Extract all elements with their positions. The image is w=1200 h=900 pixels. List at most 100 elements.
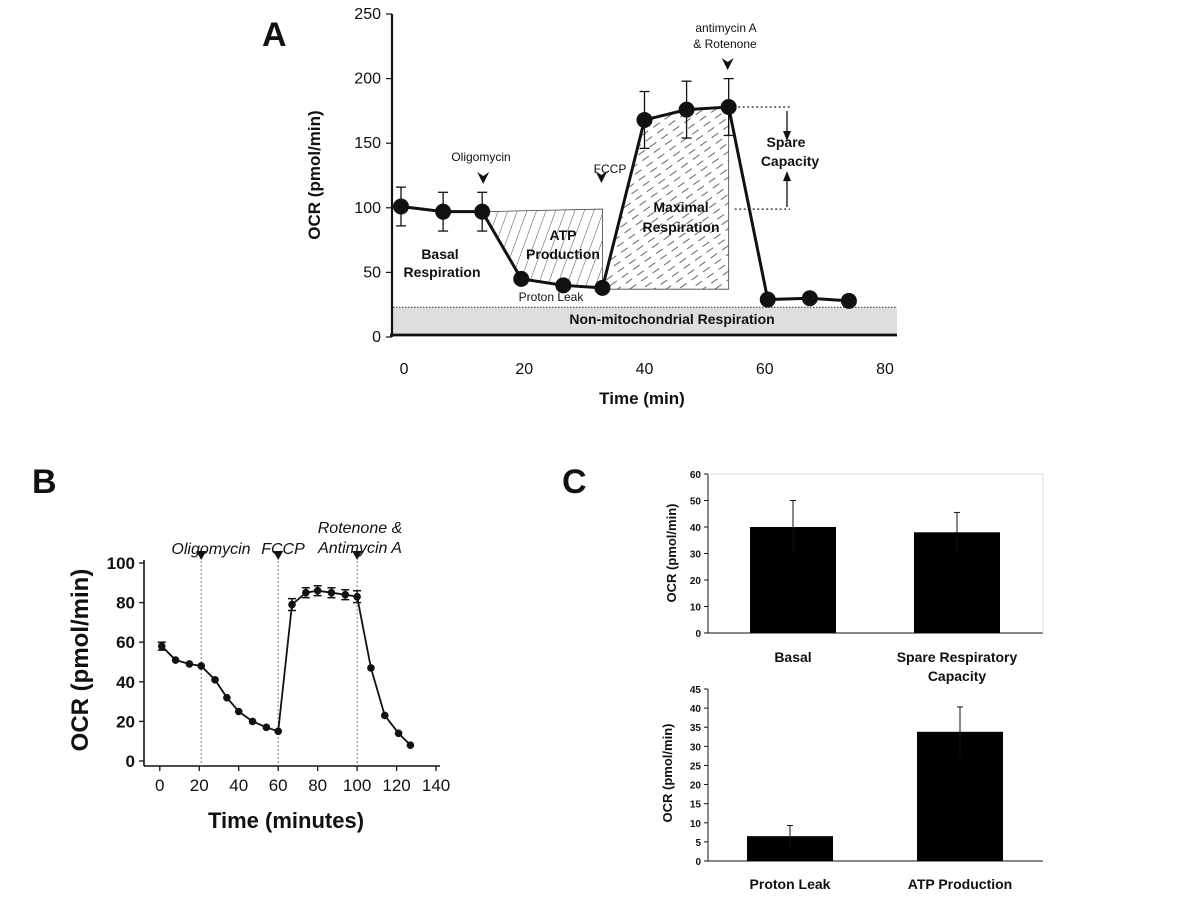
- panel-b-xtick-label: 40: [229, 776, 248, 795]
- panel-b-xtick-label: 100: [343, 776, 371, 795]
- panel-b-axes: 0 20 40 60 80 100 0 20 40 60 80 100 120 140: [107, 554, 451, 795]
- panel-b-point: [380, 711, 389, 720]
- panel-a-ytick-label: 0: [372, 329, 381, 346]
- panel-b: B 0 20 40 60 80 100 0 20 40 60 80 100 120 140 Oligomy…: [32, 463, 450, 833]
- panel-b-ylabel: OCR (pmol/min): [67, 569, 94, 752]
- panel-b-oligomycin-label: Oligomycin: [171, 541, 250, 558]
- panel-c-top-ytick-label: 10: [690, 603, 702, 614]
- panel-b-point: [157, 642, 166, 650]
- panel-a-ytick-label: 200: [354, 71, 381, 88]
- panel-a-point: [840, 292, 857, 309]
- panel-c-top-ytick-label: 60: [690, 470, 702, 481]
- oligomycin-label: Oligomycin: [451, 150, 510, 164]
- antimycin-label-line1: antimycin A: [695, 21, 756, 35]
- panel-a-point: [393, 198, 410, 215]
- fccp-arrow: [595, 171, 608, 183]
- panel-c-bottom-category-label: Proton Leak: [750, 876, 831, 892]
- oligomycin-arrow: [477, 172, 490, 184]
- panel-c-top-category-label: Capacity: [928, 668, 987, 684]
- panel-c-top-ytick-label: 40: [690, 523, 702, 534]
- spare-label-line2: Capacity: [761, 153, 820, 169]
- panel-a-xtick-label: 0: [400, 361, 409, 378]
- panel-b-point: [327, 588, 336, 597]
- panel-a-xtick-label: 60: [756, 361, 774, 378]
- panel-c-bottom-ylabel: OCR (pmol/min): [660, 724, 675, 823]
- panel-a-xtick-label: 20: [515, 361, 533, 378]
- panel-b-point: [313, 586, 322, 595]
- panel-a-ytick-label: 150: [354, 135, 381, 152]
- atp-label-line2: Production: [526, 246, 600, 262]
- antimycin-arrow: [721, 58, 734, 70]
- panel-b-point: [353, 592, 361, 601]
- basal-label-line1: Basal: [421, 246, 458, 262]
- panel-b-injection-marker: [352, 551, 363, 560]
- panel-b-xtick-label: 20: [190, 776, 209, 795]
- panel-b-ytick-label: 80: [116, 594, 135, 613]
- panel-a-ytick-label: 250: [354, 6, 381, 23]
- panel-b-point: [274, 727, 282, 736]
- panel-b-xtick-label: 0: [155, 776, 164, 795]
- panel-c-bottom-ytick-label: 35: [690, 723, 702, 734]
- panel-c-bottom-ytick-label: 20: [690, 781, 702, 792]
- panel-c-bottom-ytick-label: 0: [695, 857, 701, 868]
- spare-arrow-up-head: [783, 171, 791, 182]
- antimycin-label-line2: & Rotenone: [693, 37, 757, 51]
- proton-leak-label: Proton Leak: [519, 290, 585, 304]
- panel-c-bottom-ytick-label: 10: [690, 819, 702, 830]
- panel-c-top-ylabel: OCR (pmol/min): [664, 504, 679, 603]
- panel-c-bottom-ytick-label: 40: [690, 704, 702, 715]
- panel-b-rotenone-label-line2: Antimycin A: [317, 540, 402, 557]
- basal-label-line2: Respiration: [403, 264, 480, 280]
- panel-a-xlabel: Time (min): [599, 389, 685, 408]
- panel-c-top-ytick-label: 30: [690, 550, 702, 561]
- panel-a-point: [759, 291, 776, 308]
- panel-c-top-ytick-label: 20: [690, 576, 702, 587]
- panel-b-xtick-label: 120: [382, 776, 410, 795]
- panel-c-top-ytick-label: 50: [690, 497, 702, 508]
- maximal-label-line1: Maximal: [653, 199, 708, 215]
- non-mito-label: Non-mitochondrial Respiration: [569, 311, 774, 327]
- panel-b-point: [367, 664, 375, 672]
- panel-c-bottom-chart: 0 5 10 15 20 25 30 35 40 45 Proton Leak ATP Product…: [690, 685, 1043, 892]
- panel-b-series: [157, 585, 415, 749]
- panel-b-point: [185, 660, 194, 668]
- panel-b-point: [394, 729, 403, 738]
- panel-a: A 0 50 100 150 200 250 0 20 40 60 80 Oligomycin FCC…: [262, 6, 897, 408]
- panel-c-top-ytick-label: 0: [695, 629, 701, 640]
- panel-b-point: [171, 656, 180, 664]
- panel-c-top-category-label: Spare Respiratory: [897, 649, 1018, 665]
- panel-b-injection-marker: [196, 551, 207, 560]
- panel-b-injection-marker: [273, 551, 284, 560]
- panel-b-xlabel: Time (minutes): [208, 808, 364, 833]
- panel-b-letter: B: [32, 463, 57, 501]
- panel-b-ytick-label: 40: [116, 673, 135, 692]
- panel-a-point: [678, 101, 695, 118]
- panel-a-point: [555, 277, 572, 294]
- panel-c-bottom-ytick-label: 15: [690, 800, 702, 811]
- panel-c-bottom-ytick-label: 25: [690, 761, 702, 772]
- panel-a-point: [435, 203, 452, 220]
- panel-b-ytick-label: 60: [116, 633, 135, 652]
- panel-b-point: [234, 707, 243, 716]
- panel-c-bottom-ytick-label: 30: [690, 742, 702, 753]
- panel-a-point: [801, 290, 818, 307]
- panel-a-xtick-label: 80: [876, 361, 894, 378]
- panel-a-ytick-label: 100: [354, 200, 381, 217]
- panel-b-ytick-label: 0: [126, 752, 135, 771]
- panel-a-ylabel: OCR (pmol/min): [305, 110, 324, 239]
- spare-capacity-arrows: [783, 111, 791, 208]
- panel-c-bottom-ytick-label: 45: [690, 685, 702, 696]
- spare-label-line1: Spare: [767, 134, 806, 150]
- fccp-label: FCCP: [594, 162, 627, 176]
- panel-a-axes: 0 50 100 150 200 250 0 20 40 60 80: [354, 6, 897, 378]
- panel-b-point: [341, 590, 350, 599]
- panel-a-xtick-label: 40: [636, 361, 654, 378]
- panel-b-point: [197, 662, 206, 670]
- panel-c-bottom-category-label: ATP Production: [908, 876, 1012, 892]
- maximal-label-line2: Respiration: [642, 219, 719, 235]
- panel-b-injections: Oligomycin FCCP Rotenone & Antimycin A: [171, 520, 402, 766]
- panel-c-top-chart: 0 10 20 30 40 50 60 Basal Spare Respiratory Capac…: [690, 470, 1044, 684]
- atp-label-line1: ATP: [550, 227, 577, 243]
